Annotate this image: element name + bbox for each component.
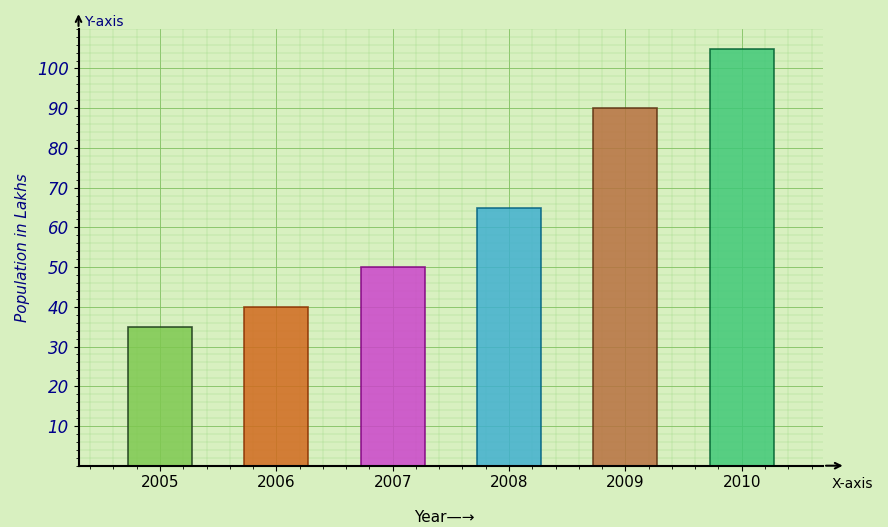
Bar	[710, 48, 773, 466]
Bar	[244, 307, 308, 466]
Bar	[128, 327, 192, 466]
Text: Year—→: Year—→	[414, 510, 474, 525]
Bar	[477, 208, 541, 466]
Text: X-axis: X-axis	[831, 477, 873, 491]
Text: Y-axis: Y-axis	[84, 15, 123, 29]
Bar	[593, 108, 657, 466]
Bar	[361, 267, 424, 466]
Y-axis label: Population in Lakhs: Population in Lakhs	[15, 173, 30, 321]
